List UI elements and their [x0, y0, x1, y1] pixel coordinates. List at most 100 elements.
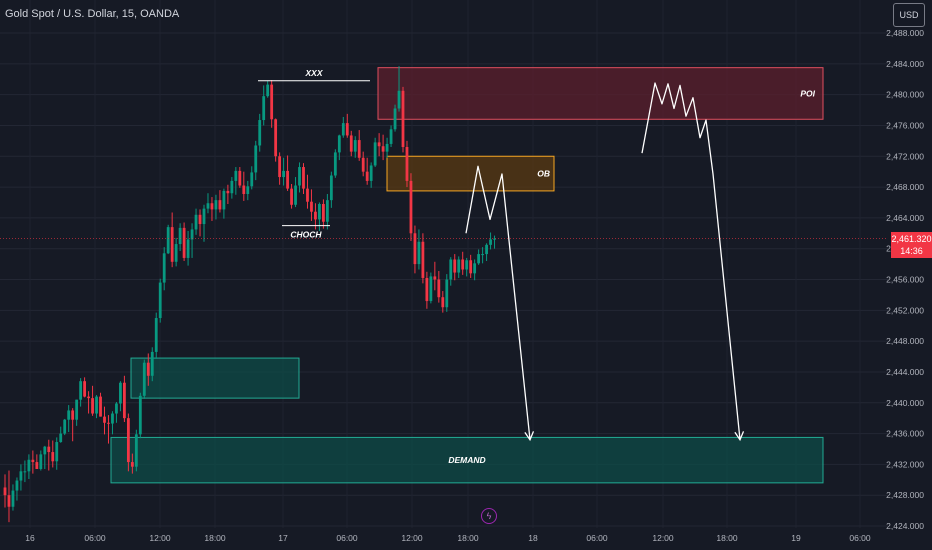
candle[interactable] — [198, 209, 202, 237]
candle[interactable] — [123, 375, 126, 423]
candle[interactable] — [302, 163, 305, 194]
candle[interactable] — [230, 177, 234, 199]
time-axis[interactable]: 16 06:00 12:00 18:00 17 06:00 12:00 18:00 18 06:0… — [25, 533, 871, 543]
candle[interactable] — [43, 445, 47, 469]
lightning-icon[interactable]: ϟ — [481, 508, 497, 524]
candle[interactable] — [381, 134, 385, 161]
candle[interactable] — [214, 194, 218, 220]
candle[interactable] — [341, 116, 345, 138]
candle[interactable] — [258, 113, 262, 152]
candle[interactable] — [126, 413, 130, 472]
candle[interactable] — [35, 454, 39, 469]
candle[interactable] — [489, 232, 492, 250]
candle[interactable] — [134, 429, 138, 472]
candle[interactable] — [202, 204, 206, 242]
candle[interactable] — [154, 312, 158, 359]
candle[interactable] — [218, 190, 222, 213]
candle[interactable] — [3, 474, 7, 508]
candle[interactable] — [87, 391, 90, 414]
candle[interactable] — [294, 177, 297, 208]
candle[interactable] — [162, 247, 166, 291]
candle[interactable] — [166, 224, 170, 255]
candle[interactable] — [111, 411, 114, 435]
candle[interactable] — [409, 173, 413, 241]
candle[interactable] — [23, 460, 27, 483]
candle[interactable] — [385, 137, 389, 158]
candle[interactable] — [146, 353, 150, 386]
candle[interactable] — [429, 272, 433, 304]
candle[interactable] — [206, 193, 210, 214]
candle[interactable] — [39, 450, 43, 471]
candle[interactable] — [393, 104, 397, 132]
candle[interactable] — [405, 140, 409, 188]
candle[interactable] — [103, 406, 106, 435]
candle[interactable] — [353, 136, 357, 158]
candle[interactable] — [75, 399, 79, 426]
candle[interactable] — [31, 450, 35, 474]
candle[interactable] — [19, 464, 23, 491]
candle[interactable] — [274, 118, 278, 162]
candle[interactable] — [71, 408, 75, 442]
candle[interactable] — [174, 237, 178, 267]
candle[interactable] — [266, 80, 270, 98]
candle[interactable] — [377, 133, 381, 157]
candle[interactable] — [373, 137, 377, 168]
candle[interactable] — [238, 167, 242, 188]
candle[interactable] — [286, 155, 289, 191]
currency-button[interactable]: USD — [893, 3, 925, 27]
candle[interactable] — [55, 437, 59, 470]
candle[interactable] — [234, 167, 238, 195]
candle[interactable] — [51, 440, 55, 468]
candle[interactable] — [130, 453, 134, 474]
candle[interactable] — [329, 171, 333, 208]
candle[interactable] — [361, 151, 365, 177]
candle[interactable] — [158, 278, 162, 323]
candle[interactable] — [67, 405, 71, 433]
candle[interactable] — [91, 385, 94, 416]
candle[interactable] — [421, 233, 425, 284]
candle[interactable] — [298, 162, 301, 193]
candle[interactable] — [481, 247, 484, 264]
candle[interactable] — [306, 174, 309, 209]
candle[interactable] — [83, 377, 86, 398]
candle[interactable] — [99, 392, 102, 417]
candle[interactable] — [461, 251, 465, 275]
candle[interactable] — [194, 208, 198, 235]
candle[interactable] — [349, 130, 353, 157]
candle[interactable] — [186, 230, 190, 266]
candle[interactable] — [254, 140, 258, 181]
candle[interactable] — [337, 134, 341, 161]
candle[interactable] — [389, 125, 393, 148]
candle[interactable] — [469, 254, 473, 278]
candle[interactable] — [27, 454, 31, 480]
candle[interactable] — [322, 199, 325, 229]
candle[interactable] — [493, 235, 496, 249]
candle[interactable] — [437, 271, 441, 303]
candle[interactable] — [170, 212, 174, 268]
candle[interactable] — [433, 261, 437, 291]
candle[interactable] — [210, 197, 214, 221]
candle[interactable] — [226, 184, 230, 205]
candle[interactable] — [465, 257, 469, 277]
candle[interactable] — [270, 79, 274, 128]
candle[interactable] — [222, 188, 226, 219]
candle[interactable] — [333, 149, 337, 178]
candle[interactable] — [178, 223, 182, 251]
candle[interactable] — [242, 171, 246, 201]
candle[interactable] — [190, 223, 194, 258]
candle[interactable] — [417, 229, 421, 270]
candle[interactable] — [182, 222, 186, 262]
candle[interactable] — [310, 189, 313, 221]
candle[interactable] — [59, 426, 63, 443]
candle[interactable] — [477, 249, 481, 265]
candle[interactable] — [246, 180, 250, 201]
candle[interactable] — [138, 392, 142, 439]
candle[interactable] — [401, 86, 405, 153]
candle[interactable] — [325, 193, 329, 230]
candle[interactable] — [314, 203, 317, 230]
candle[interactable] — [262, 85, 266, 126]
candle[interactable] — [345, 113, 349, 138]
candle[interactable] — [47, 439, 51, 471]
candle[interactable] — [397, 66, 401, 112]
candle[interactable] — [441, 291, 445, 313]
